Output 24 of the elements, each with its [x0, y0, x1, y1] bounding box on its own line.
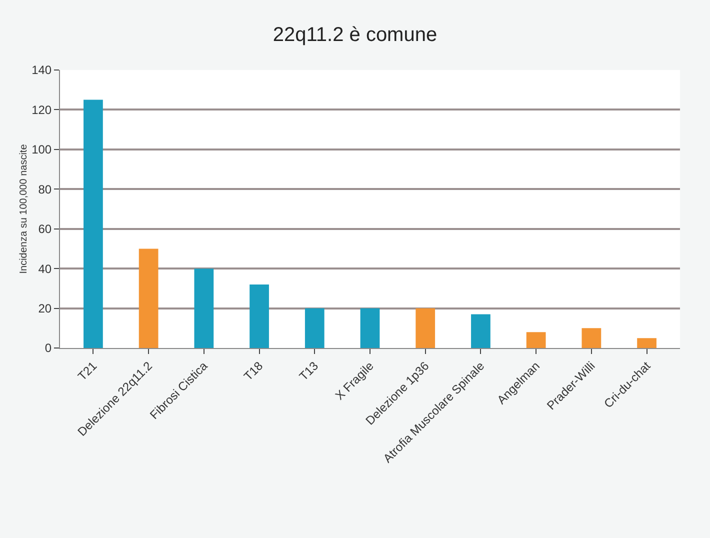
x-tick-label: T21: [75, 358, 100, 384]
x-tick-label: T13: [296, 358, 322, 384]
y-axis-title: Incidenza su 100,000 nascite: [18, 144, 30, 274]
bar: [304, 308, 324, 348]
bar: [360, 308, 380, 348]
bar: [582, 328, 602, 348]
x-tick-label: T18: [241, 358, 266, 384]
bar: [471, 314, 490, 348]
bar: [194, 268, 214, 348]
bar: [416, 308, 436, 348]
y-tick-label: 20: [38, 301, 52, 316]
y-tick-label: 0: [44, 341, 52, 356]
bar: [138, 248, 158, 348]
chart-title: 22q11.2 è comune: [272, 24, 438, 46]
y-tick-label: 100: [32, 142, 52, 157]
y-tick-label: 40: [38, 262, 52, 276]
bar: [84, 100, 103, 348]
y-tick-label: 120: [32, 102, 52, 117]
bar: [250, 284, 269, 348]
y-tick-label: 60: [38, 222, 52, 236]
y-tick-label: 140: [32, 63, 52, 78]
bar: [526, 332, 546, 348]
y-tick-label: 80: [38, 182, 52, 196]
bar: [637, 338, 656, 348]
